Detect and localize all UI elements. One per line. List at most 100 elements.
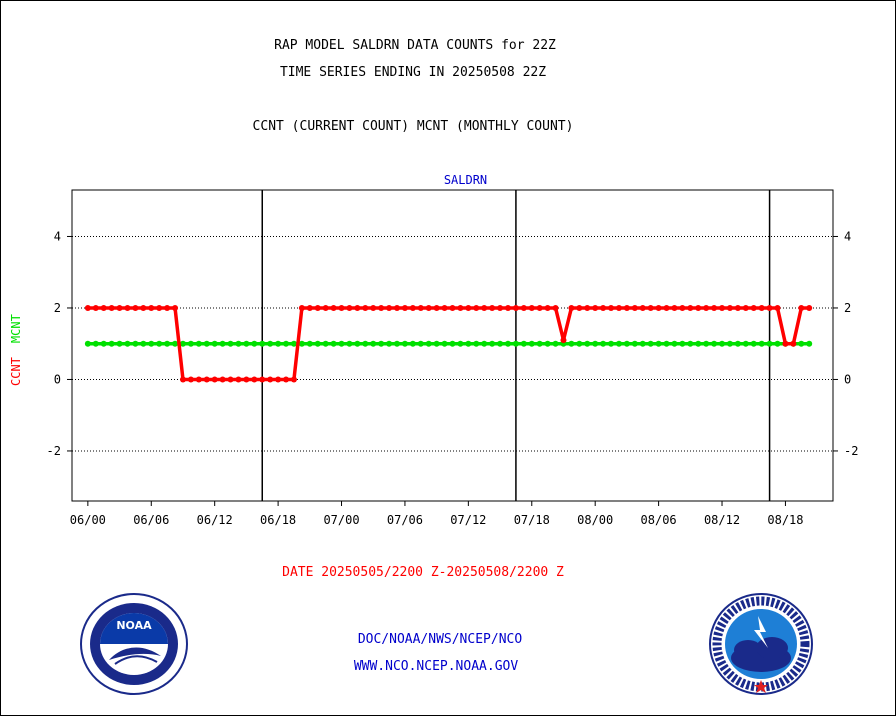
x-tick-label: 06/00 [70, 513, 106, 527]
data-point-ccnt [267, 376, 274, 383]
data-point-mcnt [275, 340, 282, 347]
data-point-mcnt [536, 340, 543, 347]
data-point-mcnt [774, 340, 781, 347]
data-point-ccnt [512, 304, 519, 311]
data-point-mcnt [734, 340, 741, 347]
data-point-ccnt [259, 376, 266, 383]
data-point-mcnt [362, 340, 369, 347]
data-point-ccnt [386, 304, 393, 311]
data-point-ccnt [560, 337, 567, 344]
data-point-mcnt [322, 340, 329, 347]
url-line: WWW.NCO.NCEP.NOAA.GOV [353, 659, 519, 674]
data-point-ccnt [631, 304, 638, 311]
chart-subtitle: CCNT (CURRENT COUNT) MCNT (MONTHLY COUNT… [252, 119, 574, 134]
x-tick-label: 06/12 [197, 513, 233, 527]
data-point-mcnt [259, 340, 266, 347]
y-tick-label-right: -2 [844, 444, 858, 458]
data-point-ccnt [275, 376, 282, 383]
chart-title-line1: RAP MODEL SALDRN DATA COUNTS for 22Z [274, 38, 556, 53]
data-point-mcnt [386, 340, 393, 347]
data-point-mcnt [172, 340, 179, 347]
data-point-ccnt [719, 304, 726, 311]
data-point-ccnt [798, 304, 805, 311]
data-point-ccnt [576, 304, 583, 311]
data-point-mcnt [711, 340, 718, 347]
x-tick-label: 07/06 [387, 513, 423, 527]
data-point-mcnt [298, 340, 305, 347]
data-point-ccnt [187, 376, 194, 383]
data-point-ccnt [465, 304, 472, 311]
x-tick-label: 07/00 [323, 513, 359, 527]
data-point-ccnt [433, 304, 440, 311]
y-tick-label-right: 0 [844, 372, 851, 386]
series-layer [84, 304, 813, 383]
data-point-ccnt [132, 304, 139, 311]
data-point-mcnt [235, 340, 242, 347]
data-point-mcnt [251, 340, 258, 347]
data-point-mcnt [179, 340, 186, 347]
data-point-ccnt [417, 304, 424, 311]
data-point-ccnt [148, 304, 155, 311]
data-point-ccnt [766, 304, 773, 311]
data-point-ccnt [401, 304, 408, 311]
data-point-mcnt [766, 340, 773, 347]
data-point-mcnt [663, 340, 670, 347]
data-point-ccnt [552, 304, 559, 311]
y-tick-label-left: 2 [54, 301, 61, 315]
org-line: DOC/NOAA/NWS/NCEP/NCO [357, 632, 523, 647]
data-point-ccnt [164, 304, 171, 311]
data-point-ccnt [639, 304, 646, 311]
data-point-ccnt [338, 304, 345, 311]
data-point-mcnt [346, 340, 353, 347]
data-point-ccnt [671, 304, 678, 311]
data-point-ccnt [283, 376, 290, 383]
data-point-mcnt [283, 340, 290, 347]
noaa-logo-icon: NOAA [80, 593, 188, 695]
data-point-mcnt [504, 340, 511, 347]
data-point-mcnt [600, 340, 607, 347]
data-point-mcnt [608, 340, 615, 347]
data-point-ccnt [623, 304, 630, 311]
data-point-ccnt [544, 304, 551, 311]
data-point-ccnt [322, 304, 329, 311]
x-tick-label: 06/06 [133, 513, 169, 527]
data-point-ccnt [330, 304, 337, 311]
data-point-ccnt [790, 340, 797, 347]
data-point-ccnt [536, 304, 543, 311]
data-point-mcnt [100, 340, 107, 347]
x-tick-label: 06/18 [260, 513, 296, 527]
data-point-ccnt [179, 376, 186, 383]
data-point-ccnt [592, 304, 599, 311]
data-point-mcnt [116, 340, 123, 347]
x-tick-label: 07/18 [514, 513, 550, 527]
data-point-mcnt [592, 340, 599, 347]
data-point-ccnt [172, 304, 179, 311]
plot-frame [71, 189, 834, 502]
data-point-ccnt [608, 304, 615, 311]
data-point-mcnt [132, 340, 139, 347]
data-point-ccnt [92, 304, 99, 311]
data-point-mcnt [639, 340, 646, 347]
data-point-mcnt [92, 340, 99, 347]
data-point-mcnt [671, 340, 678, 347]
data-point-ccnt [235, 376, 242, 383]
data-point-mcnt [528, 340, 535, 347]
y-axis-label: CCNT MCNT [9, 314, 23, 386]
y-axis-label-ccnt: CCNT [9, 357, 23, 386]
data-point-mcnt [338, 340, 345, 347]
data-point-ccnt [346, 304, 353, 311]
data-point-mcnt [520, 340, 527, 347]
data-point-ccnt [457, 304, 464, 311]
data-point-ccnt [782, 340, 789, 347]
data-point-ccnt [378, 304, 385, 311]
data-point-mcnt [465, 340, 472, 347]
data-point-mcnt [441, 340, 448, 347]
data-point-ccnt [687, 304, 694, 311]
data-point-mcnt [568, 340, 575, 347]
data-point-ccnt [314, 304, 321, 311]
data-point-mcnt [124, 340, 131, 347]
data-point-mcnt [806, 340, 813, 347]
data-point-ccnt [497, 304, 504, 311]
data-point-ccnt [227, 376, 234, 383]
